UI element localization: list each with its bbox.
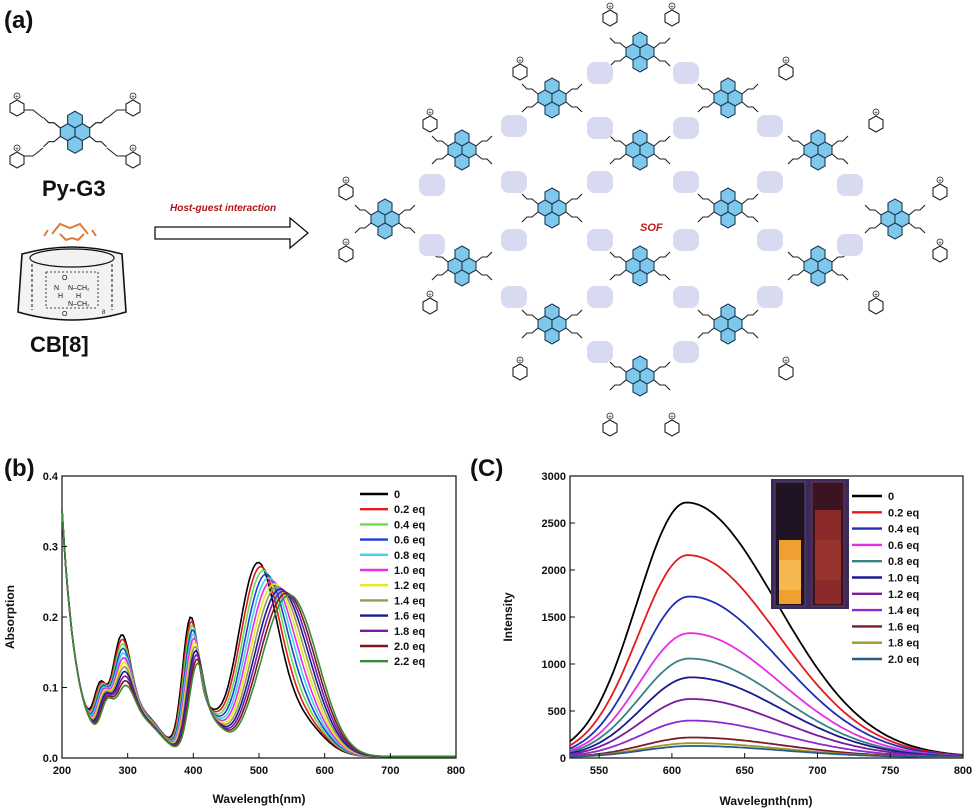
cb8-formula-o1: O [62,275,68,282]
series-line-c-5 [569,676,964,758]
legend-label-b-4: 0.8 eq [394,550,425,562]
ytick-label-b-2: 0.2 [43,612,58,624]
panel-b: (b) 200 300 400 500 600 700 800 0.00.10.20.30.… [3,455,465,806]
xtick-label-b-3: 500 [250,765,268,777]
reaction-arrow [154,216,310,250]
ytick-label-b-4: 0.4 [43,471,59,483]
legend-label-c-0: 0 [888,491,894,503]
legend-label-c-6: 1.2 eq [888,589,919,601]
xtick-label-c-3: 700 [808,765,826,777]
legend-label-b-2: 0.4 eq [394,519,425,531]
plot-b-yticks: 0.0 0.1 0.2 0.3 0.4 [43,471,67,765]
cb8-formula-o2: O [62,311,68,318]
legend-label-c-10: 2.0 eq [888,654,919,666]
ytick-label-b-0: 0.0 [43,753,58,765]
legend-label-c-8: 1.6 eq [888,621,919,633]
cb8-formula-h1: H [58,293,63,300]
xtick-label-c-5: 800 [954,765,972,777]
plot-b-xticks: 200 300 400 500 600 700 800 [53,753,465,777]
xtick-label-b-1: 300 [118,765,136,777]
sof-network [338,2,948,437]
xtick-label-c-4: 750 [881,765,899,777]
legend-label-b-1: 0.2 eq [394,504,425,516]
py-g3-label: Py-G3 [42,176,106,201]
xtick-label-b-0: 200 [53,765,71,777]
plot-b-legend: 0 0.2 eq 0.4 eq 0.6 eq 0.8 eq 1.0 eq 1.2 eq 1.4… [360,489,425,668]
xtick-label-b-2: 400 [184,765,202,777]
panel-b-label: (b) [4,455,35,482]
xtick-label-c-1: 600 [663,765,681,777]
legend-label-c-7: 1.4 eq [888,605,919,617]
py-g3-molecule [9,92,141,169]
series-line-c-10 [569,745,963,758]
cb8-formula-n: 8 [102,310,106,316]
legend-label-c-1: 0.2 eq [888,507,919,519]
cuvette-photo [771,479,849,609]
legend-label-b-8: 1.6 eq [394,611,425,623]
legend-label-b-7: 1.4 eq [394,595,425,607]
plot-c-ylabel: Intensity [501,592,515,642]
legend-label-b-6: 1.2 eq [394,580,425,592]
legend-label-b-0: 0 [394,489,400,501]
series-line-c-6 [569,698,963,758]
xtick-label-b-6: 800 [447,765,465,777]
legend-label-b-10: 2.0 eq [394,641,425,653]
plot-b-xlabel: Wavelength(nm) [213,792,306,806]
cb8-label: CB[8] [30,332,89,357]
legend-label-c-9: 1.8 eq [888,638,919,650]
xtick-label-b-4: 600 [315,765,333,777]
series-line-c-0 [569,501,964,756]
xtick-label-c-0: 550 [590,765,608,777]
ytick-label-c-2: 1000 [542,659,566,671]
plot-c-yticks: 0 500 1000 1500 2000 2500 3000 [542,471,575,765]
legend-label-b-9: 1.8 eq [394,626,425,638]
plot-c-legend: 0 0.2 eq 0.4 eq 0.6 eq 0.8 eq 1.0 eq 1.2 eq 1.4… [852,491,919,666]
plot-c-series [569,501,964,758]
panel-c: (C) 550 600 650 700 750 800 0 500 1000 1500 2000 2… [470,455,972,808]
host-guest-label: Host-guest interaction [170,203,276,214]
cucurbituril-icon: O N N–CH₂ H H N–CH₂ O 8 [17,246,127,321]
cb8-formula-nch2-1: N–CH₂ [68,285,90,292]
series-line-c-4 [569,657,964,758]
legend-label-c-3: 0.6 eq [888,540,919,552]
cb8-formula-nch2-2: N–CH₂ [68,301,90,308]
plot-b-ylabel: Absorption [3,585,17,649]
panel-a: (a) Py-G3 O N N–CH₂ [4,2,948,437]
ytick-label-c-0: 0 [560,753,566,765]
panel-a-label: (a) [4,7,33,34]
sof-label: SOF [640,222,663,234]
ytick-label-c-5: 2500 [542,518,566,530]
ytick-label-c-1: 500 [548,706,566,718]
legend-label-c-2: 0.4 eq [888,524,919,536]
series-line-c-1 [569,554,964,757]
legend-label-b-11: 2.2 eq [394,656,425,668]
ytick-label-b-1: 0.1 [43,683,58,695]
legend-label-c-5: 1.0 eq [888,573,919,585]
ytick-label-c-6: 3000 [542,471,566,483]
xtick-label-b-5: 700 [381,765,399,777]
panel-c-label: (C) [470,455,503,482]
plot-c-xlabel: Wavelegnth(nm) [720,794,813,808]
handshake-icon [43,222,97,242]
ytick-label-c-4: 2000 [542,565,566,577]
ytick-label-b-3: 0.3 [43,542,58,554]
cb8-formula-n1: N [54,285,59,292]
plot-c-xticks: 550 600 650 700 750 800 [590,753,972,777]
legend-label-b-5: 1.0 eq [394,565,425,577]
series-line-c-3 [569,632,964,757]
cb8-formula-h2: H [76,293,81,300]
series-line-c-7 [569,719,964,758]
xtick-label-c-2: 650 [735,765,753,777]
legend-label-b-3: 0.6 eq [394,535,425,547]
series-line-c-2 [569,595,964,757]
legend-label-c-4: 0.8 eq [888,556,919,568]
ytick-label-c-3: 1500 [542,612,566,624]
